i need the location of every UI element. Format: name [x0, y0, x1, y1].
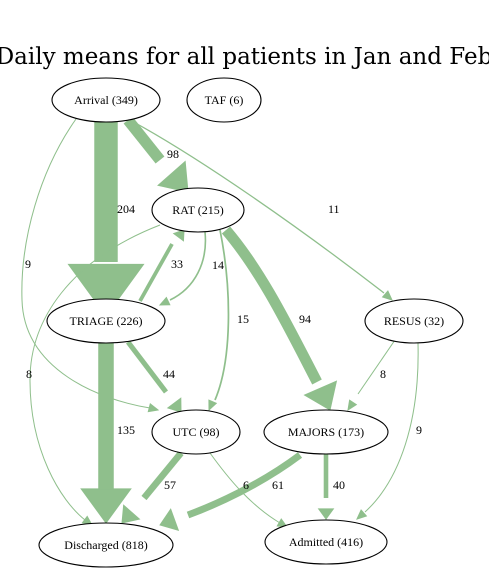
edge-label-resus-to-majors: 8 — [380, 367, 386, 381]
edge-label-triage-to-discharged: 135 — [117, 423, 135, 437]
edge-line — [123, 116, 165, 164]
node-label: MAJORS (173) — [288, 425, 364, 439]
node-discharged: Discharged (818) — [38, 522, 174, 568]
node-label: TAF (6) — [205, 93, 244, 107]
edge-arrowhead — [147, 403, 160, 413]
edge-label-resus-to-admitted: 9 — [416, 423, 422, 437]
edge-arrowhead — [158, 296, 171, 306]
edge-label-rat-to-utc: 15 — [237, 312, 249, 326]
edge-arrival-to-triage — [67, 122, 145, 317]
edge-label-triage-to-rat: 33 — [171, 257, 183, 271]
edge-label-utc-to-admitted: 6 — [243, 478, 249, 492]
edge-line — [221, 226, 322, 385]
node-ellipse — [51, 77, 161, 123]
edge-label-arrival-to-rat: 98 — [167, 147, 179, 161]
edge-label-rat-to-triage: 14 — [212, 258, 224, 272]
edge-label-utc-to-discharged: 57 — [164, 478, 176, 492]
node-ellipse — [264, 519, 388, 565]
edge-resus-to-majors — [347, 339, 396, 412]
node-utc: UTC (98) — [151, 409, 241, 455]
edge-triage-to-rat — [138, 229, 185, 302]
edge-arrival-to-rat — [123, 116, 189, 193]
edge-line — [141, 450, 184, 501]
edge-line — [138, 243, 174, 302]
node-label: Arrival (349) — [74, 93, 138, 107]
edge-arrowhead — [303, 380, 338, 411]
edge-label-rat-to-majors: 94 — [299, 312, 311, 326]
node-ellipse — [263, 409, 389, 455]
edge-line — [21, 118, 151, 409]
edge-line — [125, 340, 169, 394]
edge-triage-to-discharged — [80, 343, 132, 524]
edge-line — [186, 452, 303, 519]
node-ellipse — [186, 77, 262, 123]
edge-label-arrival-to-triage: 204 — [117, 202, 135, 216]
edge-arrowhead — [166, 397, 182, 413]
edge-arrowhead — [67, 263, 145, 317]
node-admitted: Admitted (416) — [264, 519, 388, 565]
edge-rat-to-majors — [221, 226, 338, 411]
edge-label-majors-to-discharged: 61 — [272, 478, 284, 492]
node-arrival: Arrival (349) — [51, 77, 161, 123]
edge-labels-layer: 204 98 11 9 14 33 15 94 8 44 135 8 9 57 6 61 40 — [25, 147, 422, 492]
node-ellipse — [364, 298, 464, 344]
edge-rat-to-utc — [208, 229, 230, 412]
node-label: Discharged (818) — [64, 538, 147, 552]
edge-arrowhead — [347, 399, 358, 412]
edge-label-majors-to-admitted: 40 — [333, 478, 345, 492]
node-label: RESUS (32) — [384, 314, 444, 328]
edge-arrowhead — [381, 290, 393, 301]
node-ellipse — [151, 409, 241, 455]
edge-arrowhead — [157, 160, 189, 193]
edge-line — [129, 119, 385, 294]
edge-resus-to-admitted — [356, 342, 419, 520]
edge-rat-to-triage — [158, 231, 207, 306]
edge-majors-to-admitted — [317, 454, 335, 520]
node-ellipse — [46, 298, 166, 344]
edge-arrowhead — [356, 509, 368, 520]
edge-triage-to-utc — [125, 340, 182, 413]
edge-utc-to-discharged — [121, 450, 184, 524]
edge-majors-to-discharged — [159, 452, 303, 532]
node-ellipse — [151, 187, 245, 233]
edge-arrival-to-resus — [129, 119, 393, 301]
edge-arrowhead — [172, 229, 185, 242]
node-label: RAT (215) — [172, 203, 223, 217]
node-rat: RAT (215) — [151, 187, 245, 233]
node-label: UTC (98) — [173, 425, 220, 439]
node-taf: TAF (6) — [186, 77, 262, 123]
edge-label-rat-to-discharged: 8 — [26, 367, 32, 381]
edge-arrowhead — [208, 399, 218, 412]
edge-line — [169, 231, 207, 301]
edge-line — [364, 342, 419, 513]
diagram-title: Daily means for all patients in Jan and … — [0, 44, 489, 70]
edge-line — [357, 339, 396, 395]
edge-arrowhead — [121, 504, 141, 524]
node-triage: TRIAGE (226) — [46, 298, 166, 344]
node-label: Admitted (416) — [289, 535, 363, 549]
edge-line — [29, 224, 161, 521]
node-majors: MAJORS (173) — [263, 409, 389, 455]
node-resus: RESUS (32) — [364, 298, 464, 344]
edges-layer — [21, 116, 419, 532]
edge-line — [214, 229, 230, 401]
nodes-layer: Arrival (349) TAF (6) RAT (215) RESUS (32) T… — [38, 77, 464, 568]
edge-label-arrival-to-utc: 9 — [25, 257, 31, 271]
edge-arrowhead — [317, 508, 335, 520]
node-label: TRIAGE (226) — [70, 314, 143, 328]
edge-arrowhead — [80, 488, 132, 524]
node-ellipse — [38, 522, 174, 568]
edge-arrowhead — [159, 508, 180, 532]
edge-label-triage-to-utc: 44 — [163, 367, 175, 381]
edge-label-arrival-to-resus: 11 — [328, 202, 340, 216]
